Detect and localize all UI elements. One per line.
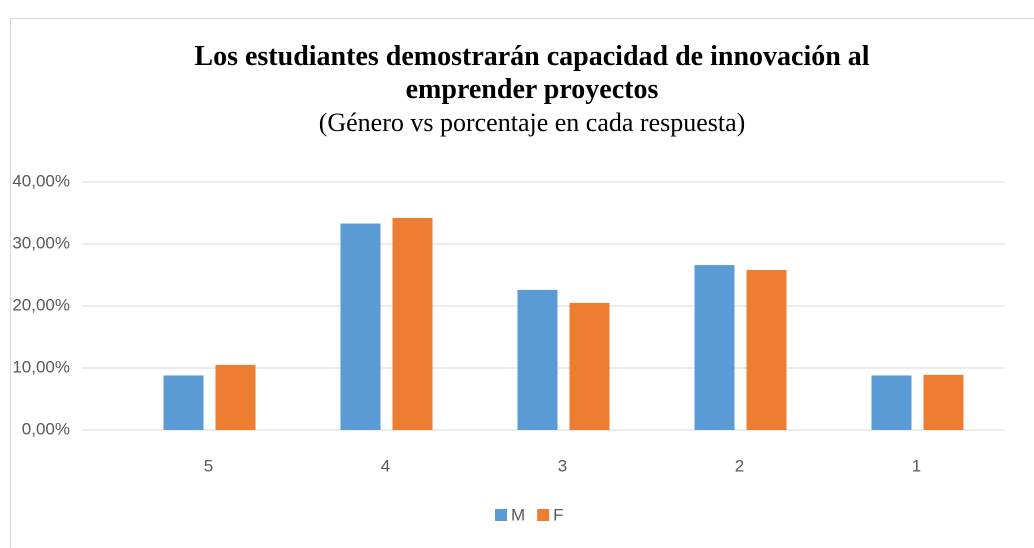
- y-tick-label: 30,00%: [12, 233, 70, 252]
- chart-title: Los estudiantes demostrarán capacidad de…: [194, 41, 870, 105]
- x-tick-label: 1: [912, 456, 921, 475]
- bar: [871, 375, 912, 430]
- x-tick-label: 4: [381, 456, 390, 475]
- y-tick-label: 40,00%: [12, 171, 70, 190]
- x-tick-label: 5: [204, 456, 213, 475]
- x-tick-label: 2: [735, 456, 744, 475]
- bar: [569, 302, 610, 430]
- y-tick-label: 0,00%: [22, 419, 70, 438]
- legend-label: F: [553, 505, 563, 524]
- bar: [517, 289, 558, 430]
- chart-border: [10, 18, 1034, 548]
- bar: [340, 223, 381, 430]
- legend-swatch: [495, 509, 507, 521]
- bar: [392, 217, 433, 430]
- chart-subtitle: (Género vs porcentaje en cada respuesta): [318, 108, 746, 137]
- titles: Los estudiantes demostrarán capacidad de…: [182, 40, 882, 140]
- legend-label: M: [511, 505, 525, 524]
- x-tick-label: 3: [558, 456, 567, 475]
- legend-swatch: [537, 509, 550, 521]
- bar: [163, 375, 204, 430]
- bar: [923, 374, 964, 430]
- y-tick-label: 20,00%: [12, 295, 70, 314]
- y-tick-label: 10,00%: [12, 357, 70, 376]
- bar: [746, 270, 787, 430]
- bar: [215, 364, 256, 430]
- bar: [694, 265, 735, 430]
